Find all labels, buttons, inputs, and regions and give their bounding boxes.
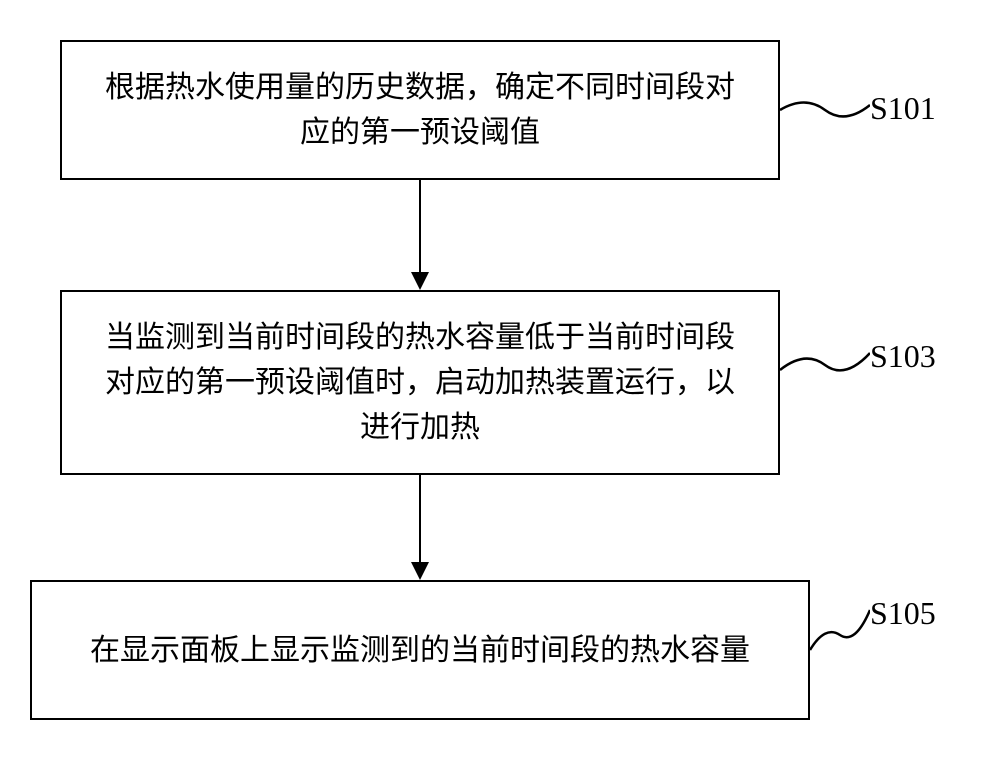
flow-step-3-label: S105 <box>870 595 936 632</box>
connector-1 <box>780 90 870 130</box>
connector-3 <box>810 595 870 655</box>
flow-step-2-text: 当监测到当前时间段的热水容量低于当前时间段对应的第一预设阈值时，启动加热装置运行… <box>92 315 748 450</box>
flow-step-1: 根据热水使用量的历史数据，确定不同时间段对应的第一预设阈值 <box>60 40 780 180</box>
flow-step-3-text: 在显示面板上显示监测到的当前时间段的热水容量 <box>90 628 750 673</box>
arrow-1-line <box>419 180 421 272</box>
flow-step-1-text: 根据热水使用量的历史数据，确定不同时间段对应的第一预设阈值 <box>92 65 748 155</box>
arrow-2-head <box>411 562 429 580</box>
connector-2 <box>780 340 870 380</box>
flow-step-2-label: S103 <box>870 338 936 375</box>
flow-step-1-label: S101 <box>870 90 936 127</box>
flow-step-2: 当监测到当前时间段的热水容量低于当前时间段对应的第一预设阈值时，启动加热装置运行… <box>60 290 780 475</box>
arrow-2-line <box>419 475 421 562</box>
flow-step-3: 在显示面板上显示监测到的当前时间段的热水容量 <box>30 580 810 720</box>
flowchart-container: 根据热水使用量的历史数据，确定不同时间段对应的第一预设阈值 S101 当监测到当… <box>0 0 1000 764</box>
arrow-1-head <box>411 272 429 290</box>
